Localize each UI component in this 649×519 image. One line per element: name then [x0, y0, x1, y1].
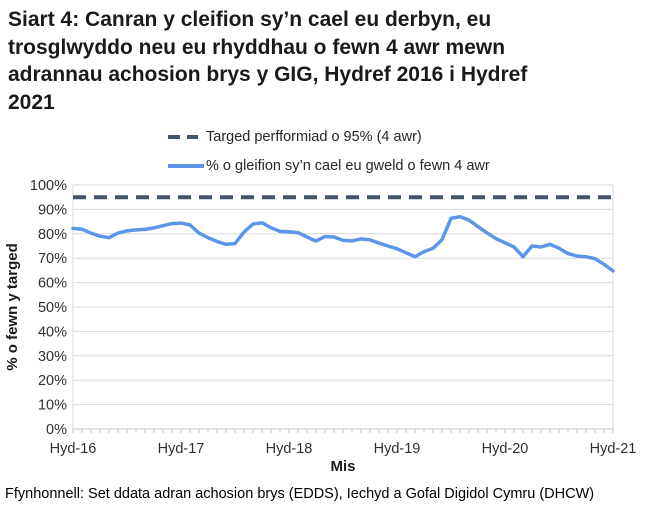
- x-axis-title: Mis: [330, 458, 355, 475]
- y-tick-label: 70%: [38, 251, 67, 267]
- dashed-line-icon: [168, 134, 198, 140]
- y-tick-label: 10%: [38, 398, 67, 414]
- y-axis-title: % o fewn y targed: [4, 243, 21, 371]
- legend-label-series: % o gleifion sy’n cael eu gweld o fewn 4…: [206, 158, 490, 174]
- data-line: [71, 214, 615, 273]
- y-tick-label: 50%: [38, 300, 67, 316]
- x-tick-label: Hyd-16: [50, 441, 97, 457]
- y-tick-label: 0%: [46, 422, 67, 438]
- x-tick-label: Hyd-21: [590, 441, 637, 457]
- y-tick-label: 60%: [38, 276, 67, 292]
- chart-title: Siart 4: Canran y cleifion sy’n cael eu …: [8, 8, 528, 114]
- y-tick-label: 100%: [30, 178, 67, 194]
- y-tick-label: 40%: [38, 324, 67, 340]
- legend-label-target: Targed perfformiad o 95% (4 awr): [206, 129, 422, 145]
- y-tick-label: 30%: [38, 349, 67, 365]
- x-tick-label: Hyd-19: [374, 441, 421, 457]
- legend-item-series: % o gleifion sy’n cael eu gweld o fewn 4…: [168, 158, 490, 174]
- x-tick-label: Hyd-20: [482, 441, 529, 457]
- x-tick-label: Hyd-18: [266, 441, 313, 457]
- x-tick-label: Hyd-17: [158, 441, 205, 457]
- chart-legend: Targed perfformiad o 95% (4 awr) % o gle…: [168, 129, 490, 187]
- y-tick-label: 90%: [38, 202, 67, 218]
- y-tick-label: 20%: [38, 373, 67, 389]
- solid-line-icon: [168, 163, 204, 169]
- legend-item-target: Targed perfformiad o 95% (4 awr): [168, 129, 490, 145]
- source-note: Ffynhonnell: Set ddata adran achosion br…: [5, 486, 595, 502]
- y-tick-label: 80%: [38, 227, 67, 243]
